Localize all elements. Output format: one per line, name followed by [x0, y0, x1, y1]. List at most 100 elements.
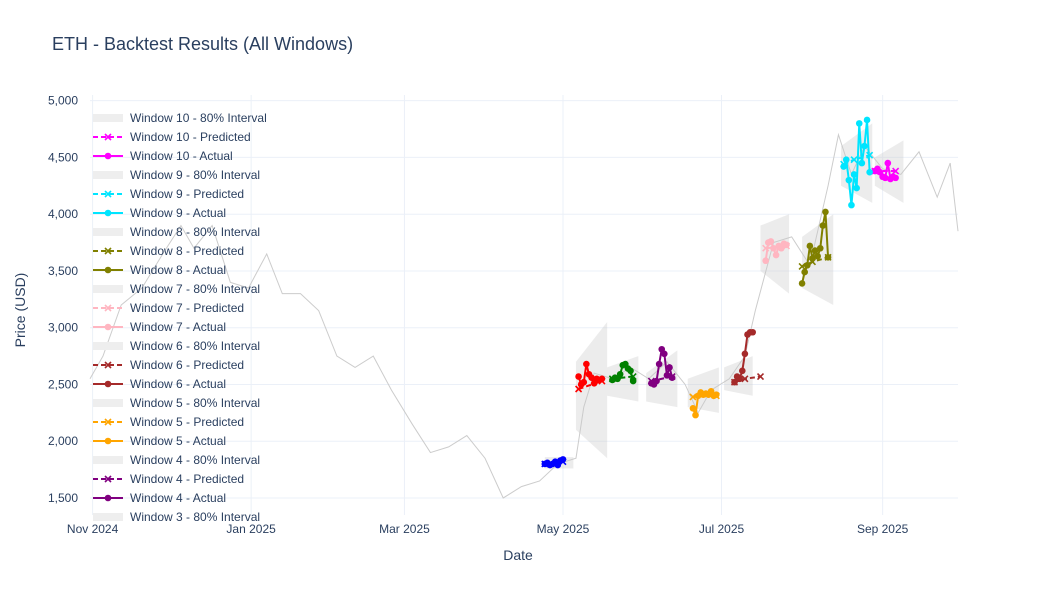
x-tick-label: Jul 2025: [699, 522, 745, 536]
actual-point: [580, 378, 588, 386]
legend-item[interactable]: Window 9 - Predicted: [93, 187, 244, 201]
legend-label: Window 8 - Predicted: [130, 244, 244, 258]
legend-item[interactable]: Window 6 - Predicted: [93, 358, 244, 372]
actual-point: [861, 142, 868, 150]
actual-point: [772, 251, 780, 259]
actual-point: [767, 238, 775, 245]
legend-label: Window 9 - 80% Interval: [130, 168, 260, 182]
legend-label: Window 8 - 80% Interval: [130, 225, 260, 239]
legend-item[interactable]: Window 4 - Actual: [93, 491, 226, 505]
legend-item[interactable]: Window 5 - Actual: [93, 434, 226, 448]
x-tick-label: Nov 2024: [67, 522, 119, 536]
x-tick-label: Mar 2025: [379, 522, 430, 536]
actual-point: [783, 241, 790, 249]
legend-label: Window 9 - Predicted: [130, 187, 244, 201]
legend-label: Window 5 - Actual: [130, 434, 226, 448]
actual-point: [598, 375, 606, 383]
actual-point: [559, 456, 567, 463]
actual-point: [842, 156, 850, 164]
legend-label: Window 5 - 80% Interval: [130, 396, 260, 410]
actual-point: [653, 377, 660, 385]
actual-point: [575, 373, 582, 380]
actual-point: [762, 257, 769, 265]
actual-point: [616, 370, 624, 378]
legend-item[interactable]: Window 8 - Actual: [93, 263, 226, 277]
actual-point: [850, 171, 858, 178]
interval-band: [575, 322, 608, 459]
actual-point: [801, 268, 808, 276]
legend-swatch-interval: [93, 456, 123, 464]
legend-item[interactable]: Window 6 - 80% Interval: [93, 339, 260, 353]
y-tick-label: 5,000: [48, 94, 78, 108]
y-tick-label: 1,500: [48, 491, 78, 505]
actual-point: [770, 244, 777, 252]
y-tick-label: 3,000: [48, 321, 78, 335]
actual-point: [845, 176, 853, 184]
actual-point: [809, 255, 816, 262]
legend-item[interactable]: Window 4 - Predicted: [93, 472, 244, 486]
legend-item[interactable]: Window 8 - Predicted: [93, 244, 244, 258]
x-tick-label: May 2025: [537, 522, 590, 536]
actual-point: [713, 391, 720, 398]
actual-point: [741, 350, 749, 358]
legend-item[interactable]: Window 10 - Predicted: [93, 130, 251, 144]
y-tick-label: 4,000: [48, 207, 78, 221]
legend-label: Window 10 - Actual: [130, 149, 233, 163]
legend-label: Window 8 - Actual: [130, 263, 226, 277]
x-tick-label: Sep 2025: [857, 522, 909, 536]
actual-point: [811, 247, 819, 254]
legend-item[interactable]: Window 8 - 80% Interval: [93, 225, 260, 239]
legend-item[interactable]: Window 5 - Predicted: [93, 415, 244, 429]
actual-point: [798, 280, 806, 287]
legend-item[interactable]: Window 5 - 80% Interval: [93, 396, 260, 410]
predicted-marker: [756, 372, 765, 381]
actual-point: [866, 168, 873, 176]
x-tick-labels: Nov 2024 Jan 2025 Mar 2025 May 2025 Jul 2025…: [67, 522, 909, 536]
legend[interactable]: Window 10 - 80% Interval Window 10 - Pred…: [93, 111, 267, 524]
legend-item[interactable]: Window 10 - Actual: [93, 149, 233, 163]
actual-point: [749, 328, 756, 336]
x-tick-label: Jan 2025: [226, 522, 276, 536]
y-tick-label: 3,500: [48, 264, 78, 278]
legend-item[interactable]: Window 7 - Actual: [93, 320, 226, 334]
actual-point: [738, 367, 746, 375]
legend-swatch-interval: [93, 114, 123, 122]
legend-label: Window 4 - Actual: [130, 491, 226, 505]
legend-label: Window 7 - 80% Interval: [130, 282, 260, 296]
actual-point: [692, 411, 699, 419]
actual-point: [668, 374, 676, 381]
legend-label: Window 10 - 80% Interval: [130, 111, 267, 125]
legend-item[interactable]: Window 4 - 80% Interval: [93, 453, 260, 467]
legend-label: Window 6 - Predicted: [130, 358, 244, 372]
legend-item[interactable]: Window 7 - Predicted: [93, 301, 244, 315]
y-tick-label: 4,500: [48, 150, 78, 164]
y-tick-label: 2,000: [48, 434, 78, 448]
actual-point: [824, 254, 832, 261]
actual-point: [884, 159, 892, 167]
predicted-marker: [689, 393, 697, 401]
legend-label: Window 9 - Actual: [130, 206, 226, 220]
legend-item[interactable]: Window 3 - 80% Interval: [93, 510, 260, 524]
legend-item[interactable]: Window 7 - 80% Interval: [93, 282, 260, 296]
grid-lines: [90, 95, 958, 515]
actual-point: [853, 184, 860, 192]
legend-item[interactable]: Window 10 - 80% Interval: [93, 111, 267, 125]
actual-point: [822, 208, 829, 216]
actual-point: [663, 372, 671, 379]
legend-item[interactable]: Window 9 - Actual: [93, 206, 226, 220]
legend-item[interactable]: Window 6 - Actual: [93, 377, 226, 391]
legend-label: Window 6 - 80% Interval: [130, 339, 260, 353]
legend-swatch-interval: [93, 399, 123, 407]
actual-point: [819, 222, 827, 229]
actual-point: [803, 261, 811, 269]
actual-point: [588, 374, 595, 381]
actual-point: [627, 367, 634, 375]
y-tick-labels: 1,500 2,000 2,500 3,000 3,500 4,000 4,500 5,000: [48, 94, 78, 505]
legend-item[interactable]: Window 9 - 80% Interval: [93, 168, 260, 182]
series-group: [541, 116, 900, 469]
legend-swatch-interval: [93, 171, 123, 179]
interval-bands: [544, 123, 904, 469]
y-axis-title: Price (USD): [12, 273, 28, 348]
legend-swatch-interval: [93, 228, 123, 236]
